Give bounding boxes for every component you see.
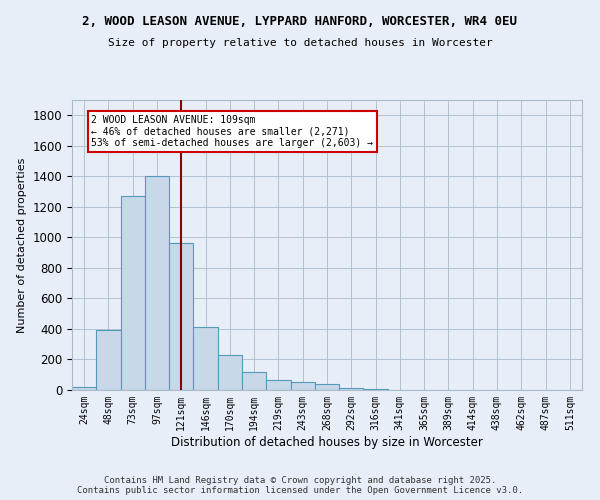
Bar	[193, 326, 218, 390]
Text: Size of property relative to detached houses in Worcester: Size of property relative to detached ho…	[107, 38, 493, 48]
Text: Contains HM Land Registry data © Crown copyright and database right 2025.
Contai: Contains HM Land Registry data © Crown c…	[77, 476, 523, 495]
Bar	[266, 380, 290, 390]
Bar	[364, 389, 388, 390]
Bar	[169, 244, 193, 390]
Bar	[339, 388, 364, 390]
Bar	[96, 330, 121, 390]
Bar	[121, 196, 145, 390]
Bar	[242, 372, 266, 390]
Bar	[290, 382, 315, 390]
Bar	[72, 388, 96, 390]
Text: 2, WOOD LEASON AVENUE, LYPPARD HANFORD, WORCESTER, WR4 0EU: 2, WOOD LEASON AVENUE, LYPPARD HANFORD, …	[83, 15, 517, 28]
Text: 2 WOOD LEASON AVENUE: 109sqm
← 46% of detached houses are smaller (2,271)
53% of: 2 WOOD LEASON AVENUE: 109sqm ← 46% of de…	[91, 116, 373, 148]
Bar	[315, 384, 339, 390]
Bar	[218, 355, 242, 390]
Bar	[145, 176, 169, 390]
Y-axis label: Number of detached properties: Number of detached properties	[17, 158, 27, 332]
X-axis label: Distribution of detached houses by size in Worcester: Distribution of detached houses by size …	[171, 436, 483, 448]
